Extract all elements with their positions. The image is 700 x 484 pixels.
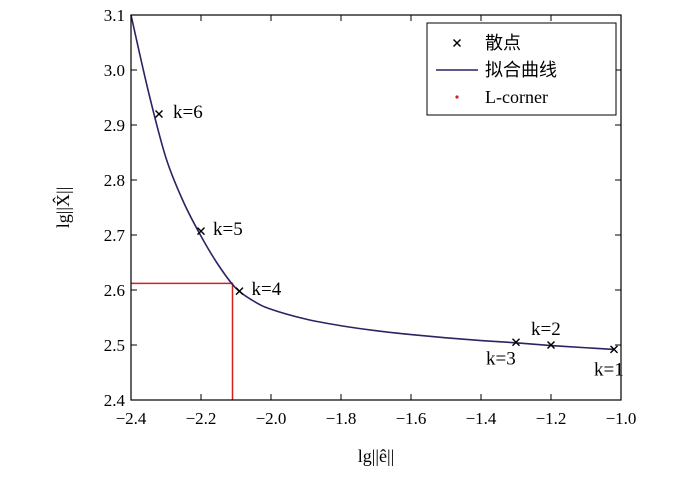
scatter-point <box>547 341 555 349</box>
scatter-point <box>155 110 163 118</box>
point-label: k=1 <box>594 359 624 380</box>
marker-stroke <box>197 227 205 236</box>
axis-tick-labels: −2.4 −2.2 −2.0 −1.8 −1.6 −1.4 −1.2 −1.0 2.4 2.5 2.… <box>104 6 637 428</box>
y-tick-label: 3.1 <box>104 6 125 25</box>
legend-entry: L-corner <box>455 87 548 107</box>
axis-ticks <box>130 14 622 401</box>
legend-swatch <box>455 95 459 99</box>
x-axis-label: lg||ê|| <box>358 446 394 466</box>
marker-stroke <box>610 345 618 354</box>
x-tick-label: −2.2 <box>186 409 217 428</box>
scatter-point <box>235 287 244 296</box>
legend-label: 散点 <box>485 33 521 53</box>
x-tick-label: −1.6 <box>396 409 427 428</box>
x-tick-label: −1.4 <box>466 409 497 428</box>
scatter-point <box>512 338 520 347</box>
scatter-points <box>155 110 618 354</box>
y-tick-label: 3.0 <box>104 61 125 80</box>
y-tick-label: 2.4 <box>104 391 126 410</box>
point-labels: k=1 k=2 k=3 k=4 k=5 k=6 <box>173 102 624 380</box>
x-tick-label: −2.0 <box>256 409 287 428</box>
scatter-point <box>610 345 618 354</box>
legend-label: 拟合曲线 <box>485 60 557 80</box>
y-tick-label: 2.7 <box>104 226 126 245</box>
marker-stroke <box>547 341 555 349</box>
y-tick-label: 2.8 <box>104 171 125 190</box>
legend-label: L-corner <box>485 87 548 107</box>
point-label: k=3 <box>486 348 516 369</box>
marker-stroke <box>512 338 520 347</box>
y-tick-label: 2.6 <box>104 281 125 300</box>
l-corner-lines <box>131 282 234 400</box>
point-label: k=2 <box>531 319 561 340</box>
scatter-point <box>197 227 205 236</box>
y-tick-label: 2.9 <box>104 116 125 135</box>
marker-stroke <box>155 110 163 118</box>
x-tick-label: −1.0 <box>606 409 637 428</box>
point-label: k=5 <box>213 219 243 240</box>
legend-swatch <box>453 39 461 47</box>
plot-frame <box>130 14 622 401</box>
y-axis-label: lg||X̂|| <box>52 187 73 228</box>
x-tick-label: −2.4 <box>116 409 147 428</box>
legend-box <box>426 22 617 116</box>
point-label: k=6 <box>173 102 203 123</box>
x-tick-label: −1.8 <box>326 409 357 428</box>
y-tick-label: 2.5 <box>104 336 125 355</box>
corner-guides <box>131 282 234 400</box>
legend-entry: 拟合曲线 <box>436 60 557 80</box>
point-label: k=4 <box>252 279 282 300</box>
x-tick-label: −1.2 <box>536 409 567 428</box>
legend-entry: 散点 <box>453 33 521 53</box>
marker-stroke <box>235 287 244 296</box>
